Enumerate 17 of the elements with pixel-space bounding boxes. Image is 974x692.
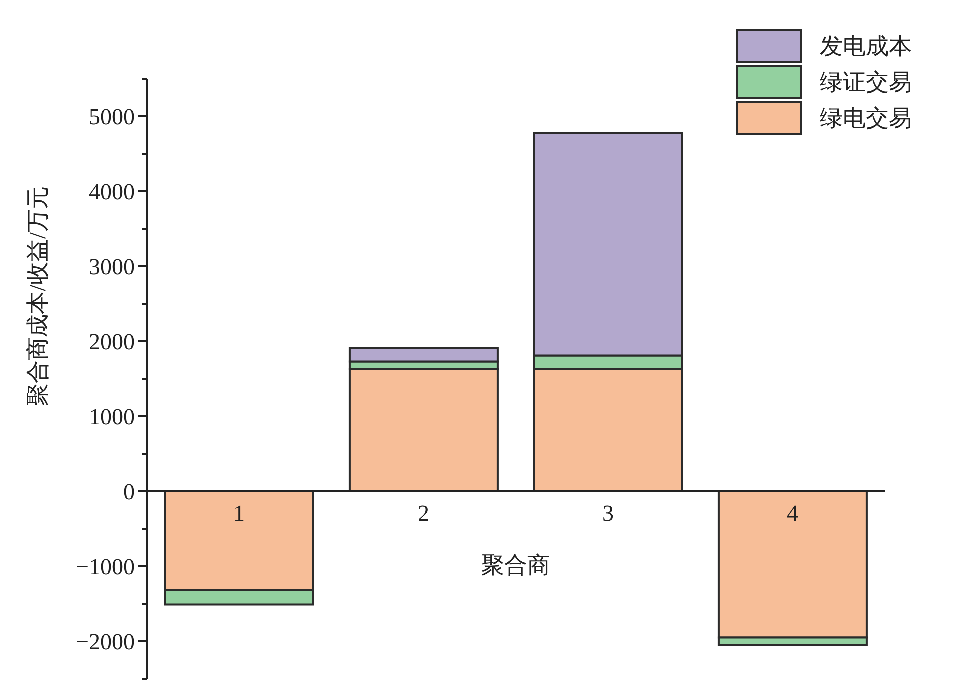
x-tick-label: 3 (602, 500, 615, 528)
y-tick-label: −2000 (76, 630, 135, 655)
x-tick-label: 2 (417, 500, 430, 528)
x-tick-label: 1 (232, 500, 246, 528)
x-axis-title: 聚合商 (480, 552, 552, 580)
y-tick-label: 1000 (89, 404, 135, 430)
y-tick-label: 3000 (89, 254, 135, 280)
legend-label: 绿电交易 (820, 104, 912, 132)
y-axis-title: 聚合商成本/收益/万元 (24, 186, 52, 406)
legend-label: 发电成本 (820, 32, 912, 60)
y-tick-label: 2000 (89, 330, 135, 355)
y-tick-label: 5000 (89, 104, 135, 130)
y-tick-label: 0 (124, 480, 135, 505)
y-tick-label: −1000 (76, 554, 135, 580)
x-tick-label: 4 (786, 500, 800, 528)
legend-label: 绿证交易 (820, 68, 912, 96)
y-tick-label: 4000 (89, 180, 135, 205)
